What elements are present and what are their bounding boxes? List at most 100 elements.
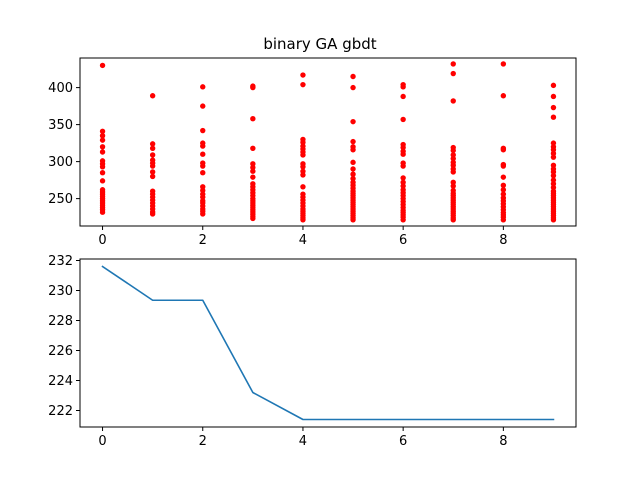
scatter-point — [149, 93, 156, 99]
scatter-point — [350, 84, 356, 91]
scatter-point — [99, 158, 106, 164]
scatter-point — [200, 191, 206, 197]
scatter-point — [300, 172, 306, 178]
scatter-point — [450, 61, 456, 67]
x-tick-label: 0 — [98, 233, 106, 248]
scatter-point — [149, 169, 156, 175]
scatter-point — [550, 162, 557, 169]
y-tick-label: 222 — [48, 404, 73, 419]
y-tick-label: 226 — [48, 344, 73, 359]
scatter-point — [550, 184, 557, 191]
scatter-point — [250, 145, 256, 151]
scatter-point — [350, 118, 356, 125]
scatter-point — [250, 164, 256, 171]
scatter-point — [500, 61, 507, 67]
scatter-point — [300, 136, 306, 143]
scatter-point — [149, 141, 156, 147]
y-tick-label: 300 — [48, 155, 73, 170]
scatter-point — [350, 159, 356, 166]
scatter-point — [200, 127, 206, 134]
x-tick-label: 6 — [399, 434, 407, 449]
scatter-point — [550, 188, 557, 194]
scatter-point — [300, 72, 306, 78]
scatter-point — [200, 160, 206, 166]
scatter-point — [500, 93, 507, 99]
scatter-point — [200, 84, 206, 90]
scatter-point — [450, 179, 456, 186]
scatter-point — [99, 178, 106, 184]
line-plot-axes: 0 2 4 6 8 222 224 226 228 230 232 — [48, 254, 577, 449]
scatter-point — [400, 175, 406, 181]
x-tick-label: 8 — [499, 434, 507, 449]
scatter-point — [550, 144, 557, 150]
scatter-point — [300, 184, 306, 190]
x-tick-label: 4 — [299, 434, 307, 449]
scatter-point — [550, 114, 557, 120]
axes-frame — [79, 258, 577, 428]
scatter-point — [450, 183, 456, 189]
scatter-point — [500, 161, 507, 168]
scatter-point — [300, 191, 306, 197]
scatter-point — [400, 81, 406, 88]
scatter-point — [500, 182, 507, 188]
y-tick-label: 250 — [48, 192, 73, 207]
scatter-point — [450, 152, 456, 158]
x-tick-label: 0 — [98, 434, 106, 449]
scatter-point — [99, 170, 106, 176]
scatter-point — [550, 154, 557, 160]
scatter-point — [450, 187, 456, 194]
scatter-point — [550, 181, 557, 187]
scatter-point — [99, 149, 106, 155]
scatter-point — [400, 116, 406, 123]
scatter-point — [300, 143, 306, 149]
scatter-point — [450, 155, 456, 162]
scatter-point — [99, 128, 106, 134]
x-tick-label: 2 — [199, 434, 207, 449]
scatter-point — [400, 179, 406, 186]
scatter-point — [300, 161, 306, 167]
scatter-point — [400, 187, 406, 193]
scatter-point — [149, 173, 156, 180]
scatter-point — [250, 168, 256, 174]
scatter-point — [200, 103, 206, 109]
scatter-point — [500, 191, 507, 197]
y-tick-label: 350 — [48, 118, 73, 133]
scatter-point — [200, 140, 206, 146]
scatter-point — [550, 104, 557, 111]
x-tick-label: 8 — [499, 233, 507, 248]
scatter-point — [200, 184, 206, 190]
scatter-point — [550, 140, 557, 146]
y-tick-label: 400 — [48, 81, 73, 96]
scatter-point — [350, 171, 356, 177]
scatter-point — [500, 145, 507, 151]
y-tick-label: 232 — [48, 254, 73, 269]
scatter-point — [350, 179, 356, 186]
scatter-point — [450, 144, 456, 151]
scatter-point — [550, 93, 557, 100]
scatter-point — [550, 166, 557, 172]
scatter-point — [99, 187, 106, 193]
scatter-point — [450, 159, 456, 166]
x-tick-label: 4 — [299, 233, 307, 248]
scatter-point — [550, 150, 557, 157]
scatter-point — [350, 138, 356, 145]
scatter-point — [250, 174, 256, 180]
scatter-point — [550, 172, 557, 179]
scatter-point — [300, 168, 306, 174]
scatter-point — [200, 187, 206, 194]
scatter-point — [500, 195, 507, 201]
scatter-point — [149, 152, 156, 158]
axes-frame — [79, 57, 577, 227]
scatter-point — [400, 148, 406, 154]
scatter-point — [500, 187, 507, 193]
scatter-point — [200, 198, 206, 204]
scatter-point — [300, 81, 306, 88]
scatter-point — [350, 175, 356, 182]
scatter-point — [400, 141, 406, 148]
y-tick-label: 224 — [48, 374, 73, 389]
scatter-point — [99, 137, 106, 143]
scatter-point — [400, 93, 406, 100]
series-line — [101, 265, 555, 421]
scatter-point — [550, 82, 557, 89]
x-tick-label: 6 — [399, 233, 407, 248]
